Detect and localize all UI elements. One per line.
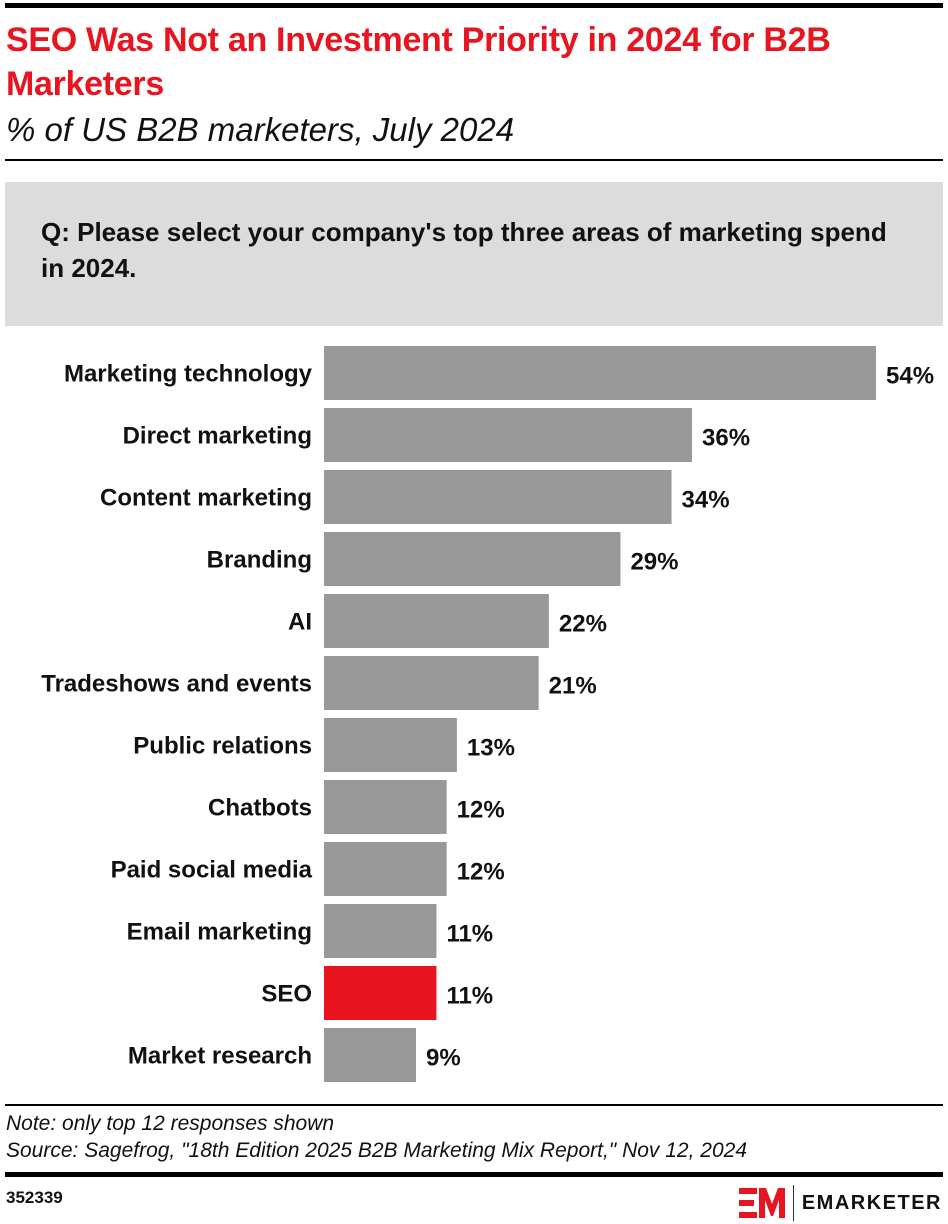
category-label: Tradeshows and events: [41, 670, 312, 697]
bar: [324, 780, 447, 834]
category-label: AI: [288, 608, 312, 635]
bar: [324, 904, 437, 958]
data-label: 21%: [549, 672, 597, 699]
category-label: SEO: [261, 980, 312, 1007]
bar: [324, 1028, 416, 1082]
bar: [324, 594, 549, 648]
note-text: Note: only top 12 responses shown: [6, 1112, 335, 1135]
bar-chart: Marketing technology 54% Direct marketing 3…: [41, 346, 934, 1082]
emarketer-logo: EMARKETER: [738, 1185, 942, 1221]
chart-id: 352339: [6, 1188, 63, 1207]
category-label: Branding: [207, 546, 312, 573]
data-label: 11%: [446, 982, 493, 1009]
data-label: 13%: [467, 734, 515, 761]
data-label: 12%: [457, 858, 505, 885]
category-label: Paid social media: [111, 856, 313, 883]
category-label: Content marketing: [100, 484, 312, 511]
category-label: Email marketing: [127, 918, 312, 945]
divider: [5, 1104, 943, 1106]
data-label: 12%: [457, 796, 505, 823]
data-label: 9%: [426, 1044, 461, 1071]
data-label: 54%: [886, 362, 934, 389]
brand-name: EMARKETER: [801, 1191, 942, 1214]
category-label: Direct marketing: [123, 422, 312, 449]
bar: [324, 842, 447, 896]
footnote: Note: only top 12 responses shown Source…: [6, 1110, 747, 1164]
category-label: Marketing technology: [64, 360, 313, 387]
bar: [324, 408, 692, 462]
category-label: Public relations: [133, 732, 312, 759]
data-label: 29%: [630, 548, 678, 575]
bar: [324, 966, 437, 1020]
bar: [324, 470, 672, 524]
divider: [5, 159, 943, 161]
divider: [5, 1172, 943, 1177]
bar: [324, 346, 876, 400]
category-label: Chatbots: [208, 794, 312, 821]
data-label: 36%: [702, 424, 750, 451]
chart-subtitle: % of US B2B marketers, July 2024: [6, 111, 515, 148]
source-text: Source: Sagefrog, "18th Edition 2025 B2B…: [6, 1139, 747, 1162]
chart-title: SEO Was Not an Investment Priority in 20…: [6, 21, 831, 103]
category-label: Market research: [128, 1042, 312, 1069]
data-label: 22%: [559, 610, 607, 637]
question-box: Q: Please select your company's top thre…: [5, 182, 943, 326]
question-text: Q: Please select your company's top thre…: [41, 217, 887, 283]
bar: [324, 656, 539, 710]
data-label: 34%: [682, 486, 730, 513]
data-label: 11%: [446, 920, 493, 947]
em-logo-icon: [738, 1188, 785, 1218]
bar: [324, 718, 457, 772]
bar: [324, 532, 621, 586]
top-rule: [5, 3, 943, 8]
